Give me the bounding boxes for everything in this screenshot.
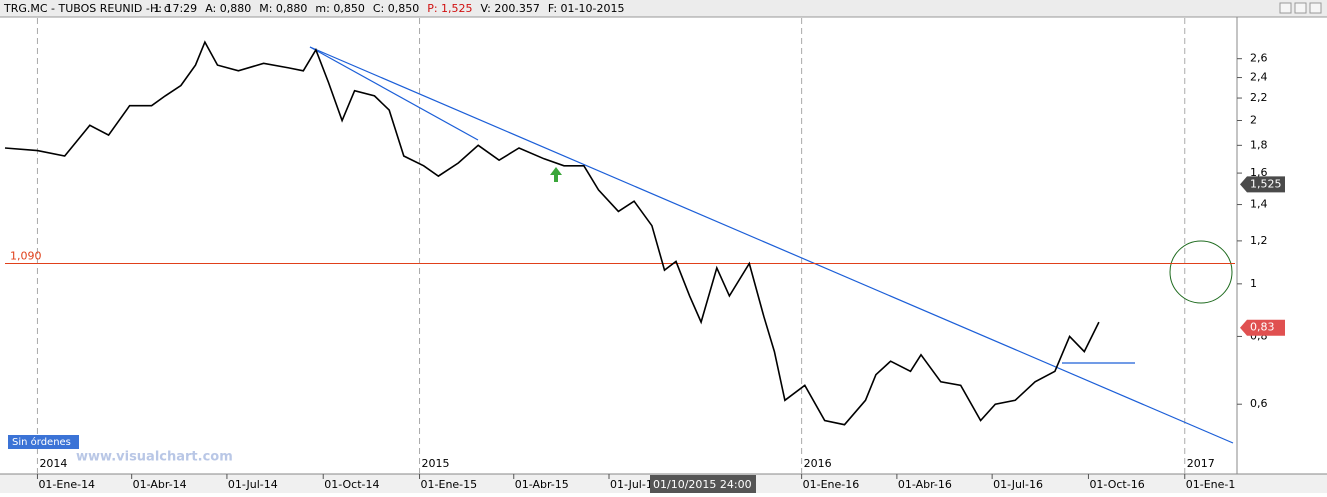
year-label: 2015 (422, 457, 450, 470)
cursor-box (650, 475, 756, 493)
header-field: M: 0,880 (259, 2, 307, 15)
x-tick-label: 01-Ene-14 (38, 478, 95, 491)
price-line (4, 40, 1100, 426)
header-field: H: 17:29 (150, 2, 197, 15)
trend-line (309, 46, 1234, 444)
price-tag (1240, 319, 1285, 336)
minimize-button[interactable] (1279, 2, 1292, 14)
orders-label: Sin órdenes (12, 436, 71, 448)
header-bar (0, 0, 1327, 17)
x-tick-label: 01-Abr-16 (898, 478, 952, 491)
cursor-label: 01/10/2015 24:00 (653, 478, 752, 491)
y-tick-label: 1,6 (1250, 166, 1268, 179)
x-tick-label: 01-Abr-15 (515, 478, 569, 491)
price-tag-label: 1,525 (1250, 177, 1282, 190)
year-label: 2014 (39, 457, 67, 470)
year-label: 2017 (1187, 457, 1215, 470)
x-tick-label: 01-Oct-16 (1089, 478, 1144, 491)
x-tick-label: 01-Abr-14 (133, 478, 187, 491)
y-tick-label: 2,4 (1250, 71, 1268, 84)
header-field: m: 0,850 (315, 2, 364, 15)
close-button[interactable] (1309, 2, 1322, 14)
watermark: www.visualchart.com (76, 450, 233, 465)
header-field: C: 0,850 (373, 2, 419, 15)
maximize-button[interactable] (1294, 2, 1307, 14)
x-tick-label: 01-Jul-1 (610, 478, 653, 491)
header-field: P: 1,525 (427, 2, 472, 15)
year-label: 2016 (804, 457, 832, 470)
symbol: TRG.MC - TUBOS REUNID - 1 d (3, 2, 171, 15)
highlight-circle (1169, 240, 1233, 304)
y-tick-label: 0,6 (1250, 397, 1268, 410)
y-tick-label: 2 (1250, 114, 1257, 127)
x-tick-label: 01-Ene-1 (1186, 478, 1236, 491)
y-tick-label: 2,2 (1250, 91, 1268, 104)
header-field: F: 01-10-2015 (548, 2, 625, 15)
header-fields: H: 17:29 A: 0,880 M: 0,880 m: 0,850 C: 0,850… (150, 2, 624, 15)
y-tick-label: 1,8 (1250, 138, 1268, 151)
header-field: A: 0,880 (205, 2, 251, 15)
y-tick-label: 1,2 (1250, 234, 1268, 247)
x-tick-label: 01-Ene-15 (421, 478, 478, 491)
x-tick-label: 01-Jul-14 (228, 478, 278, 491)
level-label: 1,090 (10, 250, 42, 263)
orders-box (8, 435, 79, 449)
header-field: V: 200.357 (481, 2, 540, 15)
x-tick-label: 01-Jul-16 (993, 478, 1043, 491)
price-tag-label: 0,83 (1250, 321, 1275, 334)
y-tick-label: 1 (1250, 277, 1257, 290)
x-tick-label: 01-Ene-16 (803, 478, 860, 491)
y-tick-label: 2,6 (1250, 52, 1268, 65)
trend-line (309, 46, 479, 141)
y-tick-label: 1,4 (1250, 198, 1268, 211)
buy-arrow (550, 167, 562, 182)
x-tick-label: 01-Oct-14 (324, 478, 379, 491)
price-tag (1240, 176, 1285, 193)
